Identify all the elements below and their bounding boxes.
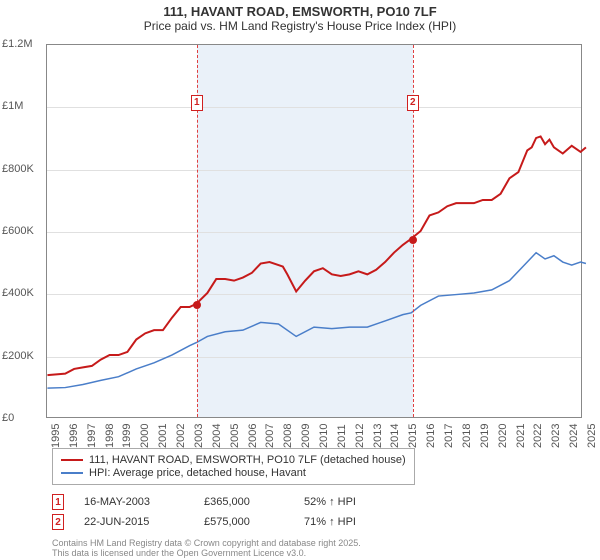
chart-title: 111, HAVANT ROAD, EMSWORTH, PO10 7LF — [0, 0, 600, 19]
x-tick-label: 2019 — [479, 424, 491, 448]
sale-date: 16-MAY-2003 — [84, 496, 184, 508]
x-tick-label: 2015 — [407, 424, 419, 448]
sale-date: 22-JUN-2015 — [84, 516, 184, 528]
y-tick-label: £200K — [2, 350, 34, 362]
x-tick-label: 1995 — [50, 424, 62, 448]
legend-item: 111, HAVANT ROAD, EMSWORTH, PO10 7LF (de… — [61, 454, 406, 466]
x-tick-label: 2002 — [175, 424, 187, 448]
y-tick-label: £1.2M — [2, 38, 33, 50]
x-tick-label: 2001 — [157, 424, 169, 448]
x-tick-label: 2021 — [515, 424, 527, 448]
sale-price: £365,000 — [204, 496, 284, 508]
x-tick-label: 2024 — [568, 424, 580, 448]
x-tick-label: 2007 — [264, 424, 276, 448]
sale-price: £575,000 — [204, 516, 284, 528]
attribution-line: This data is licensed under the Open Gov… — [52, 548, 361, 558]
x-tick-label: 2010 — [318, 424, 330, 448]
x-tick-label: 2004 — [211, 424, 223, 448]
sale-marker-badge: 2 — [407, 95, 419, 111]
legend-label: 111, HAVANT ROAD, EMSWORTH, PO10 7LF (de… — [89, 454, 406, 466]
series-property — [47, 136, 586, 375]
y-tick-label: £0 — [2, 412, 14, 424]
x-tick-label: 2005 — [229, 424, 241, 448]
legend-item: HPI: Average price, detached house, Hava… — [61, 467, 406, 479]
x-tick-label: 2022 — [532, 424, 544, 448]
legend-box: 111, HAVANT ROAD, EMSWORTH, PO10 7LF (de… — [52, 448, 415, 485]
x-tick-label: 2009 — [300, 424, 312, 448]
x-tick-label: 2016 — [425, 424, 437, 448]
legend-swatch — [61, 472, 83, 474]
x-tick-label: 2018 — [461, 424, 473, 448]
sale-marker-badge: 1 — [191, 95, 203, 111]
x-tick-label: 1997 — [86, 424, 98, 448]
y-tick-label: £400K — [2, 287, 34, 299]
sale-badge: 2 — [52, 514, 64, 530]
sale-row: 1 16-MAY-2003 £365,000 52% ↑ HPI — [52, 494, 356, 510]
sale-pct: 52% ↑ HPI — [304, 496, 356, 508]
sale-row: 2 22-JUN-2015 £575,000 71% ↑ HPI — [52, 514, 356, 530]
sale-badge: 1 — [52, 494, 64, 510]
chart-container: 111, HAVANT ROAD, EMSWORTH, PO10 7LF Pri… — [0, 0, 600, 560]
sale-dot — [409, 236, 417, 244]
legend-swatch — [61, 459, 83, 461]
sale-dot — [193, 301, 201, 309]
plot-area: 12 — [46, 44, 582, 418]
x-tick-label: 2006 — [247, 424, 259, 448]
legend-label: HPI: Average price, detached house, Hava… — [89, 467, 306, 479]
x-tick-label: 2013 — [372, 424, 384, 448]
attribution-line: Contains HM Land Registry data © Crown c… — [52, 538, 361, 548]
x-tick-label: 2017 — [443, 424, 455, 448]
y-tick-label: £1M — [2, 100, 23, 112]
series-hpi — [47, 253, 586, 388]
x-tick-label: 2011 — [336, 424, 348, 448]
x-tick-label: 2020 — [497, 424, 509, 448]
y-tick-label: £600K — [2, 225, 34, 237]
chart-subtitle: Price paid vs. HM Land Registry's House … — [0, 19, 600, 39]
x-tick-label: 1998 — [104, 424, 116, 448]
x-tick-label: 1999 — [121, 424, 133, 448]
x-tick-label: 2008 — [282, 424, 294, 448]
line-series-svg — [47, 45, 581, 417]
x-tick-label: 2000 — [139, 424, 151, 448]
x-tick-label: 2012 — [354, 424, 366, 448]
sale-pct: 71% ↑ HPI — [304, 516, 356, 528]
y-tick-label: £800K — [2, 163, 34, 175]
x-tick-label: 2023 — [550, 424, 562, 448]
x-tick-label: 1996 — [68, 424, 80, 448]
x-tick-label: 2025 — [586, 424, 598, 448]
x-tick-label: 2003 — [193, 424, 205, 448]
x-tick-label: 2014 — [389, 424, 401, 448]
attribution: Contains HM Land Registry data © Crown c… — [52, 538, 361, 558]
